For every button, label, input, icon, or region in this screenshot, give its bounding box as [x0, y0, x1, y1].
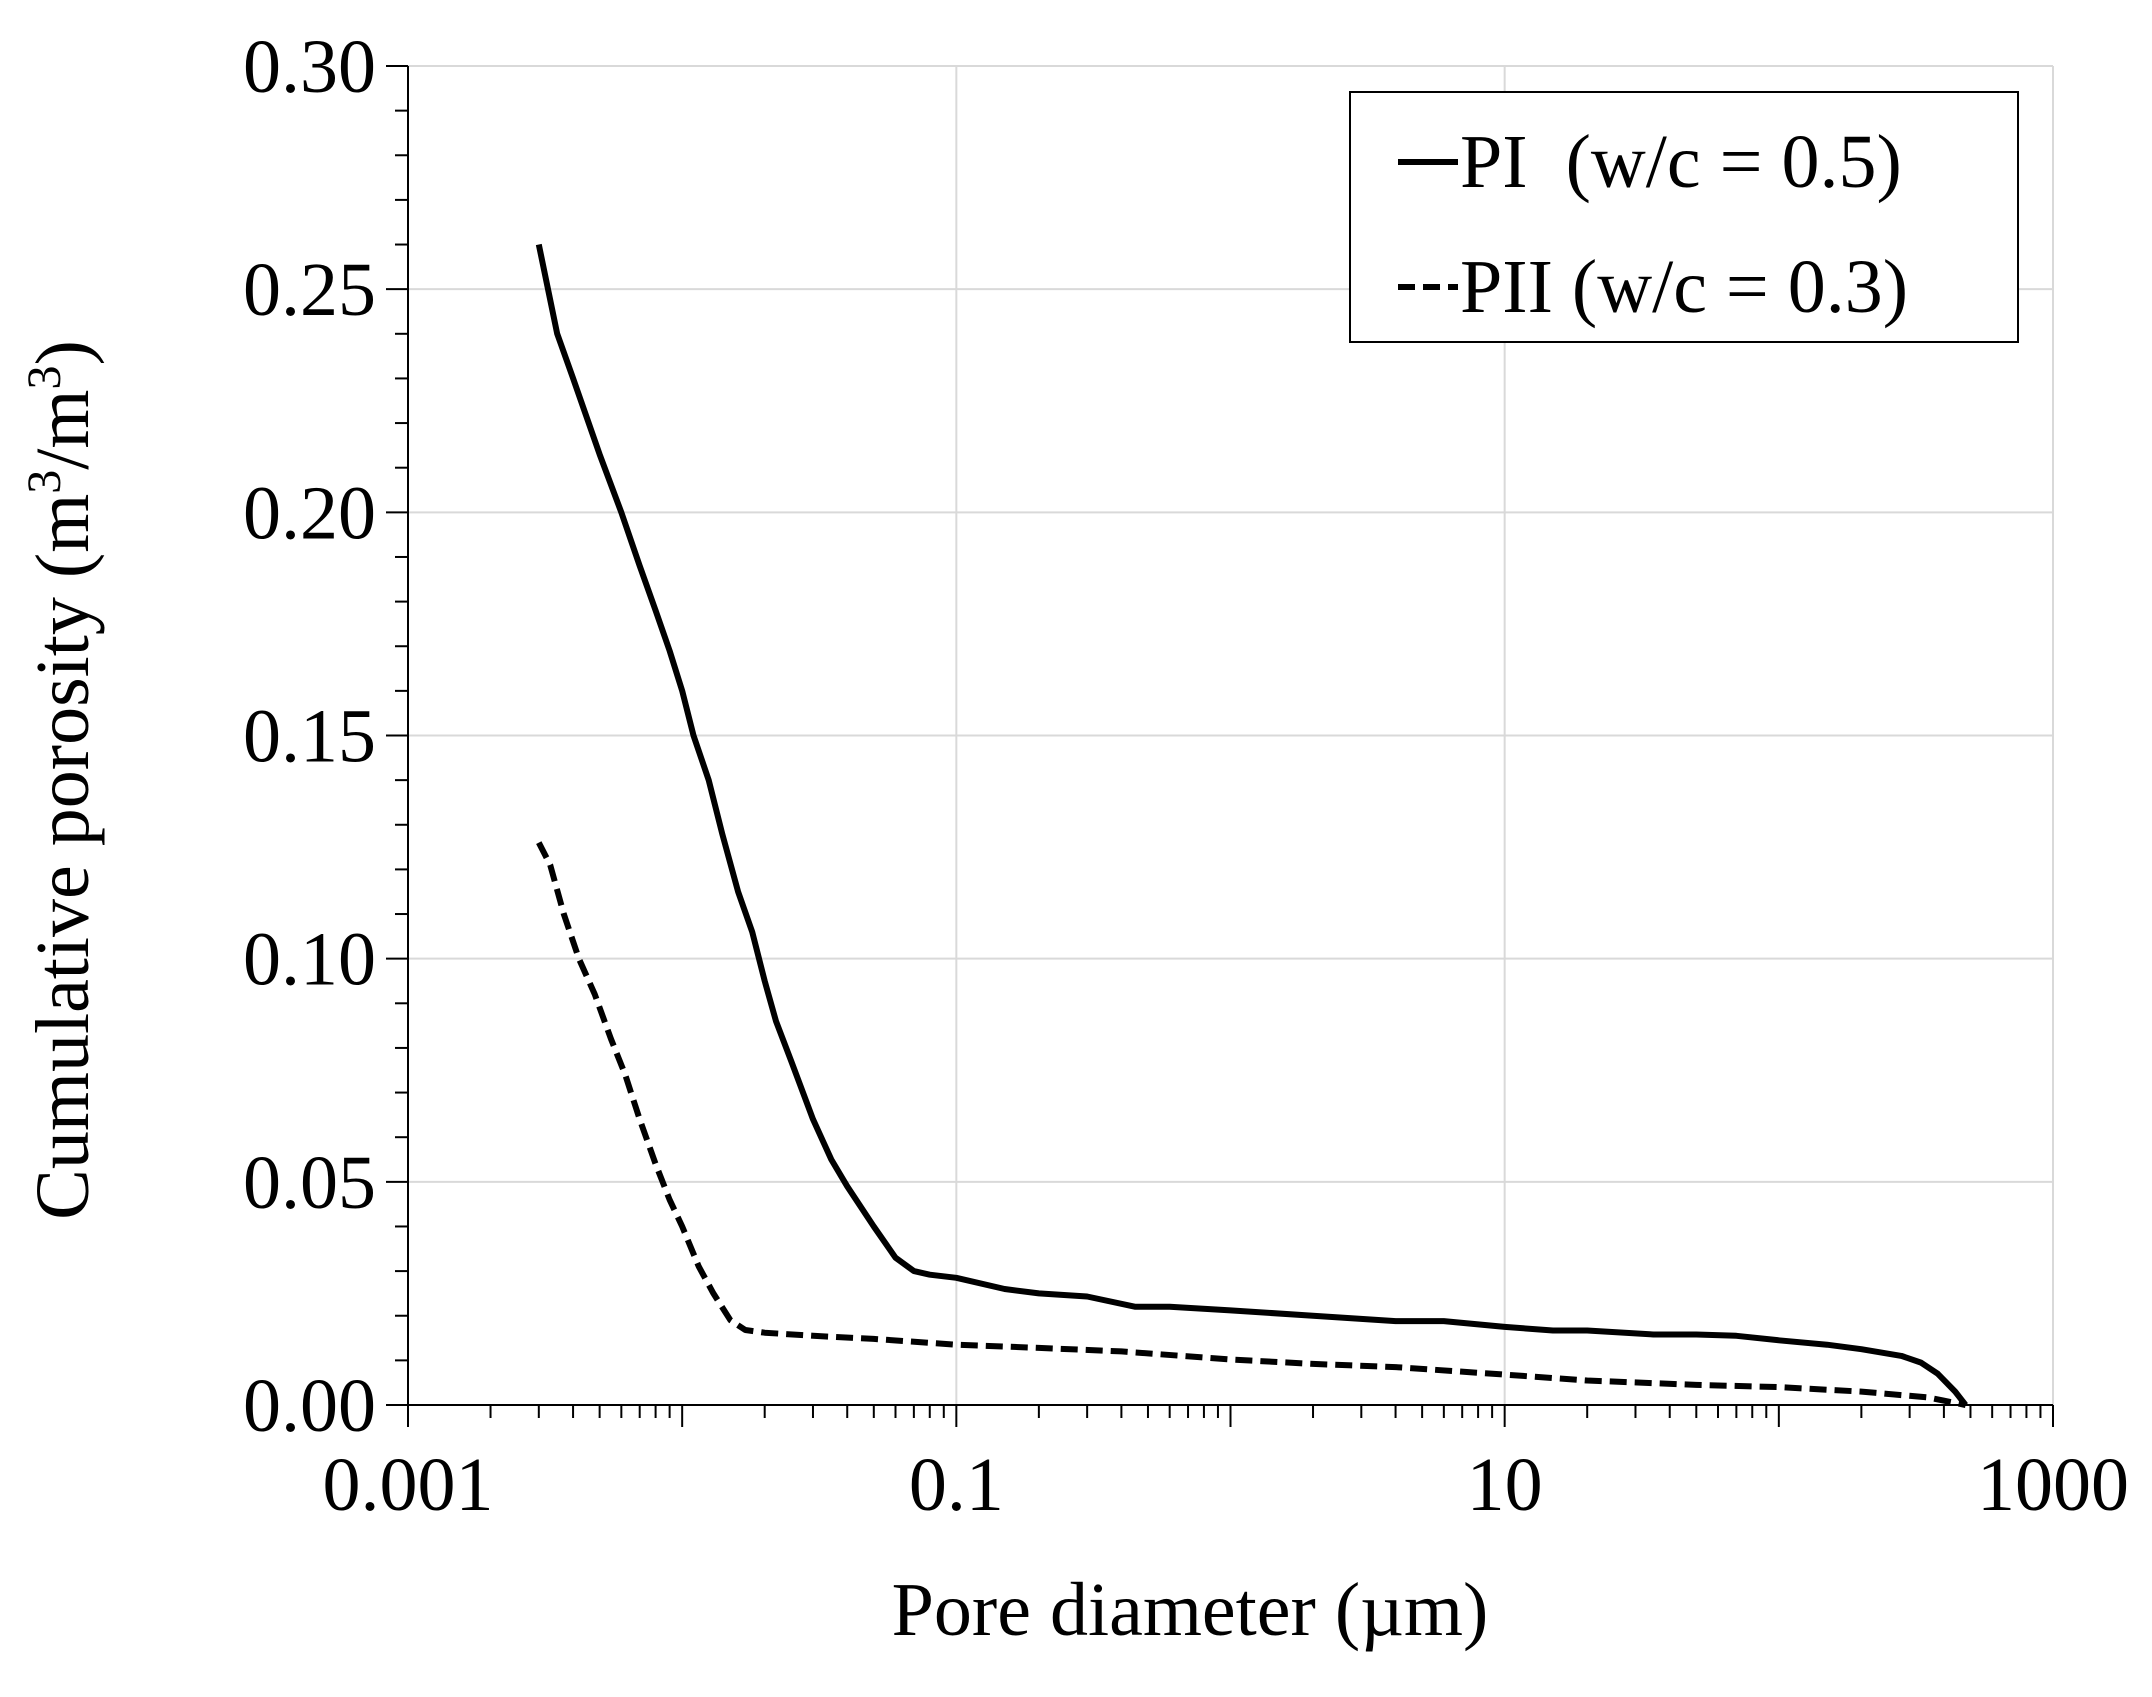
- tick-labels: 0.00 0.05 0.10 0.15 0.20 0.25 0.30 0.001 0.1 10 10…: [243, 25, 2129, 1527]
- series-lines: [535, 243, 1968, 1408]
- series-line-pi: [535, 243, 1968, 1407]
- axes: [386, 65, 2054, 1427]
- legend: PI (w/c = 0.5) PII (w/c = 0.3): [1349, 91, 2019, 343]
- y-axis-title-main: Cumulative porosity (m: [21, 494, 105, 1220]
- legend-box: [1349, 91, 2019, 343]
- y-tick-label: 0.30: [243, 25, 376, 109]
- series-line-pii: [536, 841, 1967, 1408]
- y-tick-label: 0.15: [243, 695, 376, 779]
- y-axis-title: Cumulative porosity (m3/m3): [18, 340, 105, 1220]
- x-axis-title: Pore diameter (µm): [892, 1568, 1489, 1652]
- x-tick-label: 0.001: [323, 1443, 494, 1527]
- x-tick-label: 1000: [1977, 1443, 2129, 1527]
- legend-label-pi: PI (w/c = 0.5): [1460, 120, 1902, 204]
- y-tick-label: 0.00: [243, 1364, 376, 1448]
- x-tick-label: 10: [1467, 1443, 1543, 1527]
- y-tick-label: 0.10: [243, 918, 376, 1002]
- y-axis-title-mid: /m: [21, 389, 105, 469]
- y-tick-label: 0.05: [243, 1141, 376, 1225]
- grid-lines: [408, 65, 2054, 1405]
- legend-label-pii: PII (w/c = 0.3): [1460, 245, 1908, 329]
- y-tick-label: 0.25: [243, 248, 376, 332]
- y-axis-title-sup2: 3: [18, 365, 71, 389]
- x-tick-label: 0.1: [909, 1443, 1004, 1527]
- y-tick-label: 0.20: [243, 471, 376, 555]
- y-axis-title-end: ): [21, 340, 105, 365]
- y-axis-title-sup1: 3: [18, 470, 71, 494]
